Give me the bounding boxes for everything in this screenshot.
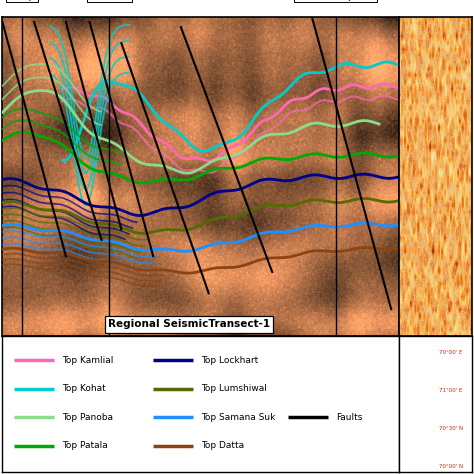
Text: Top Lockhart: Top Lockhart — [201, 356, 258, 365]
Text: Top Lumshiwal: Top Lumshiwal — [201, 384, 267, 393]
Text: 70°00' E: 70°00' E — [439, 350, 462, 355]
Text: 70°30' N: 70°30' N — [439, 426, 463, 431]
Text: Top Samana Suk: Top Samana Suk — [201, 413, 275, 422]
Text: Top Datta: Top Datta — [201, 441, 244, 450]
Text: Top Kamlial: Top Kamlial — [62, 356, 113, 365]
Text: 71°00' E: 71°00' E — [439, 388, 462, 392]
Text: Regional SeismicTransect-1: Regional SeismicTransect-1 — [108, 319, 270, 329]
Text: Faults: Faults — [336, 413, 362, 422]
Text: 70°00' N: 70°00' N — [439, 464, 463, 469]
Text: Top Panoba: Top Panoba — [62, 413, 113, 422]
Text: Top Kohat: Top Kohat — [62, 384, 106, 393]
Text: Top Patala: Top Patala — [62, 441, 108, 450]
